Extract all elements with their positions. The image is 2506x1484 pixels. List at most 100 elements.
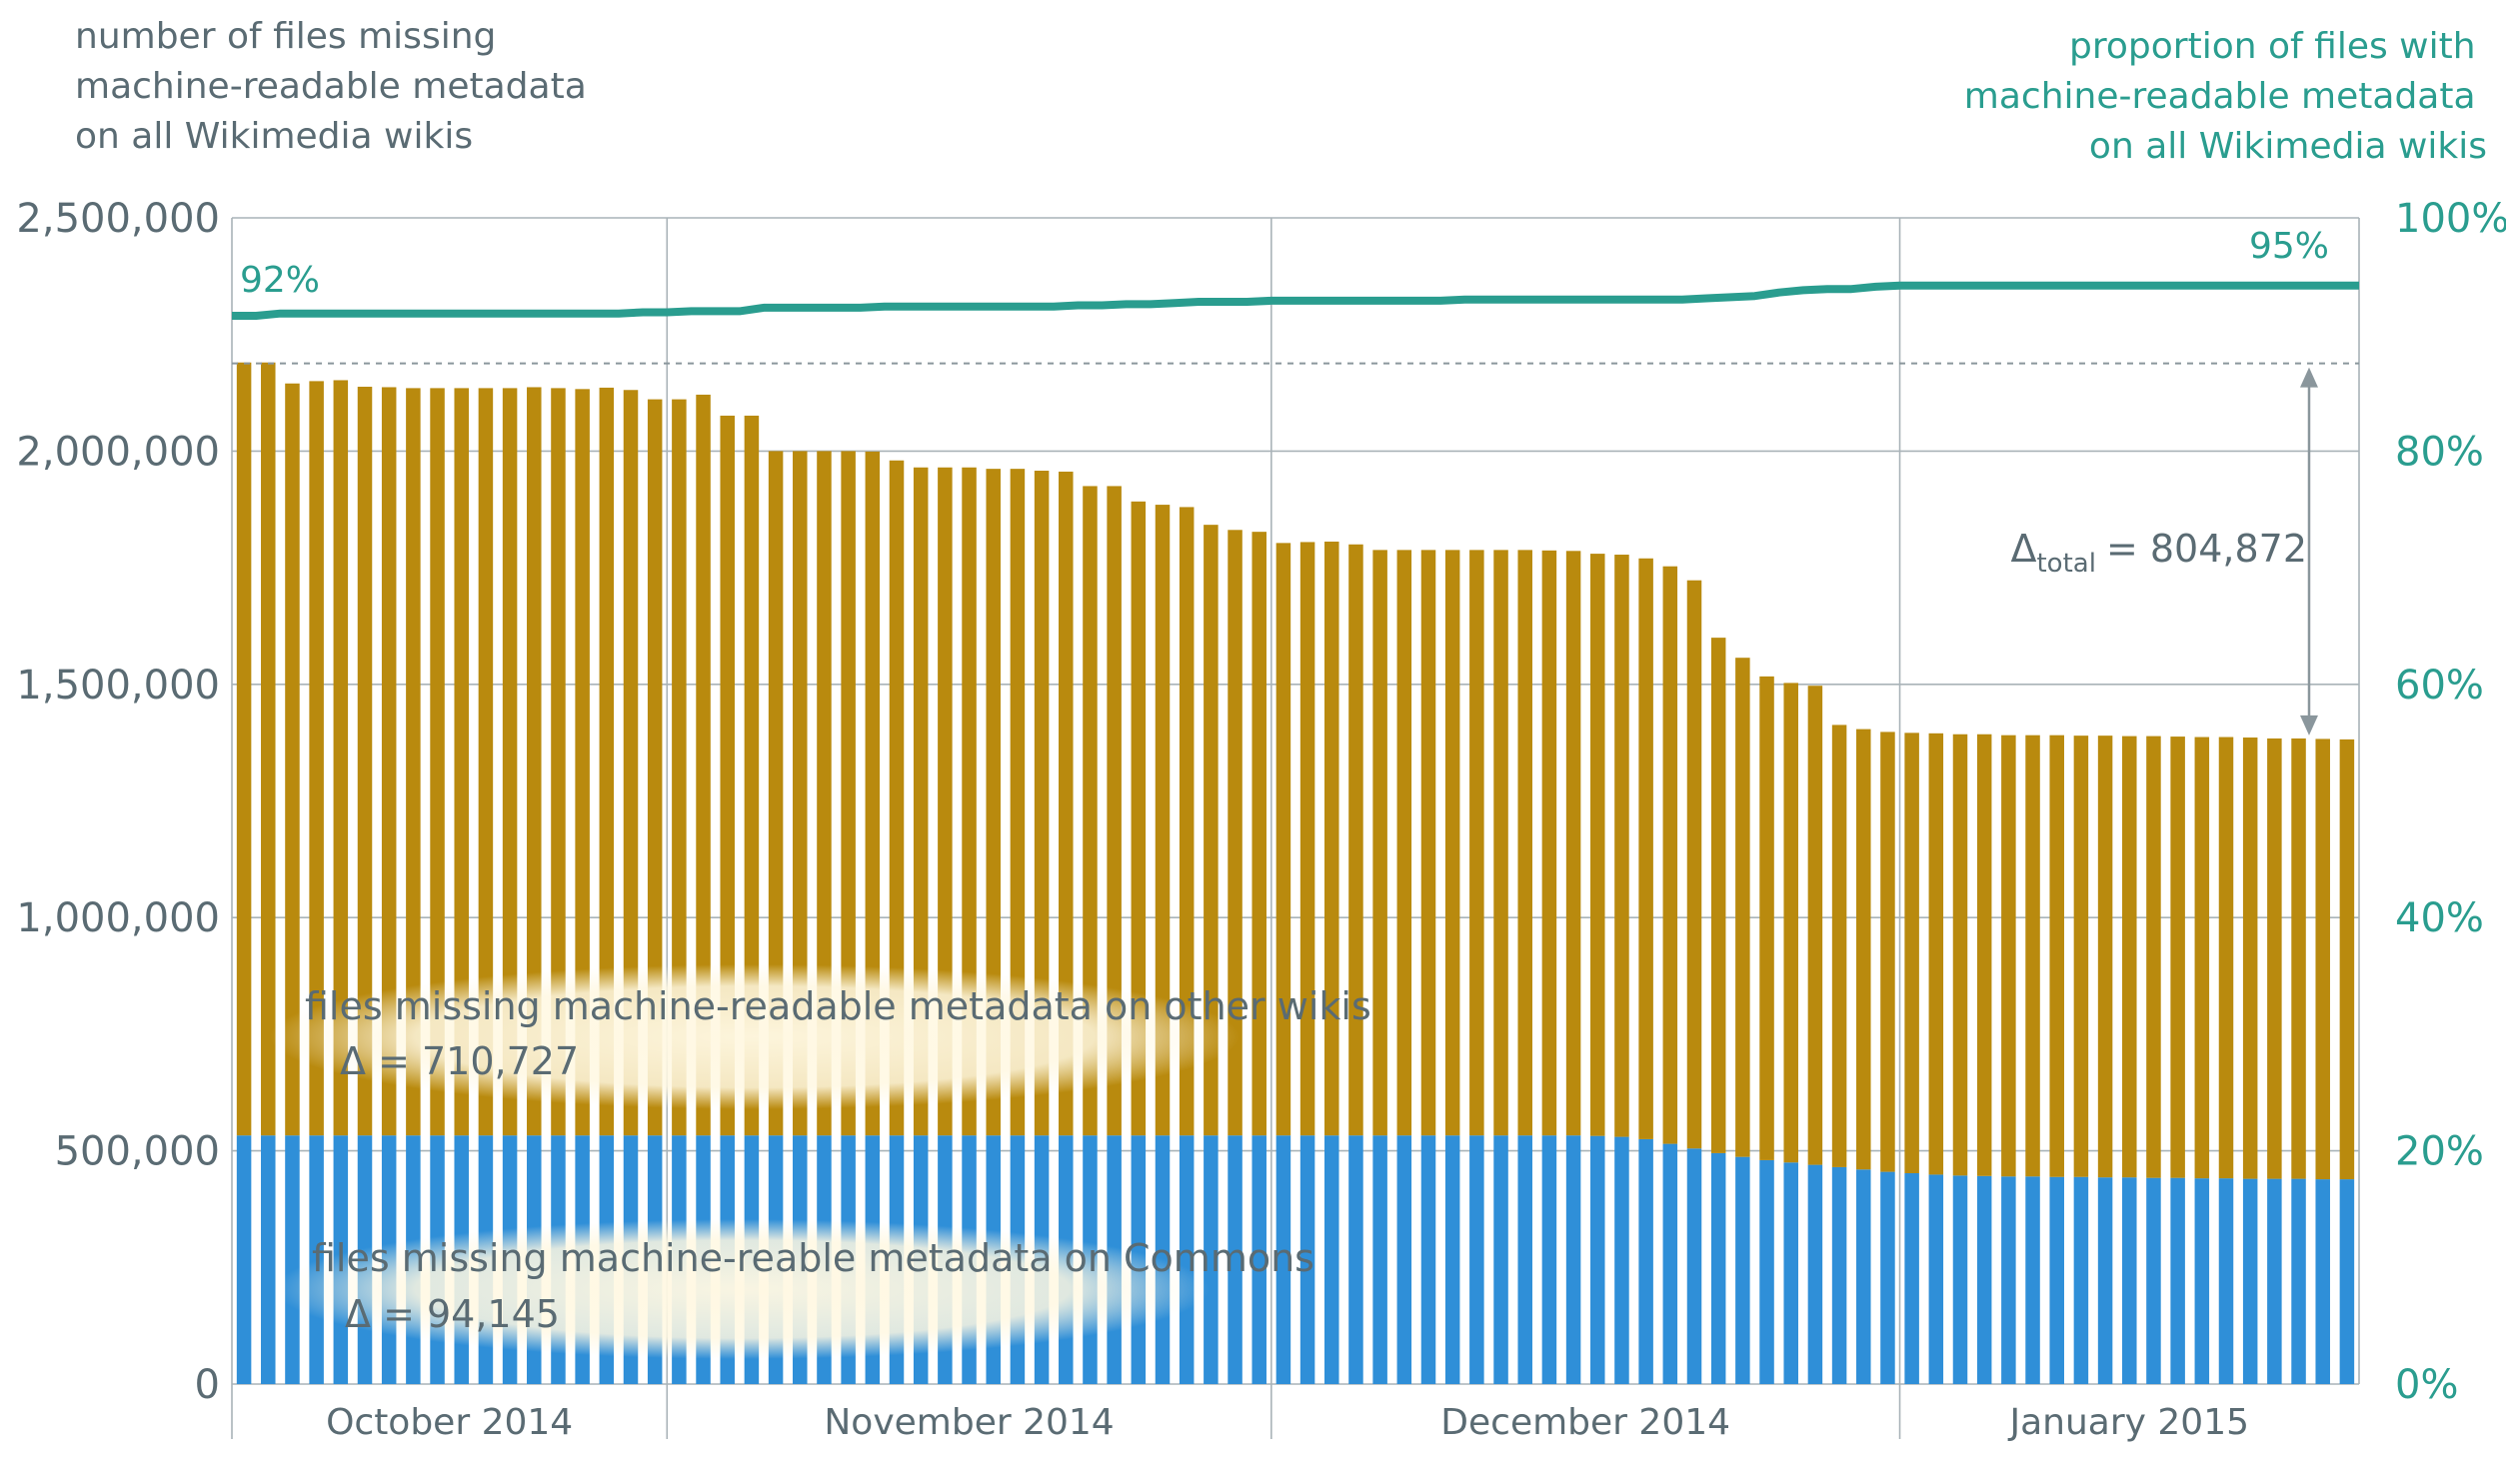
commons-bar-72 (1976, 1175, 1992, 1384)
left-axis-title: number of files missing machine-readable… (75, 16, 598, 157)
right-tick-label-0: 0% (2395, 1362, 2458, 1408)
delta-total-arrowhead-top (2300, 367, 2318, 388)
other-wikis-bar-46 (1348, 544, 1363, 1136)
delta-total-symbol: Δ (2010, 527, 2036, 571)
commons-bar-82 (2218, 1178, 2234, 1384)
other-wikis-bar-21 (744, 415, 760, 1136)
left-axis-title-line-1: number of files missing (75, 16, 496, 57)
other-wikis-bar-82 (2218, 737, 2234, 1179)
commons-bar-55 (1565, 1135, 1581, 1384)
commons-bar-41 (1228, 1135, 1243, 1384)
other-wikis-bar-9 (454, 388, 469, 1136)
other-wikis-bar-57 (1614, 555, 1629, 1137)
commons-bar-47 (1372, 1135, 1387, 1384)
left-tick-label-3: 1,500,000 (16, 663, 220, 709)
left-tick-label-1: 500,000 (55, 1129, 220, 1175)
other-wikis-bar-43 (1275, 543, 1291, 1136)
other-wikis-bar-18 (672, 399, 687, 1136)
delta-total-annotation: Δtotal = 804,872 (232, 362, 2359, 736)
other-wikis-bar-15 (599, 387, 615, 1136)
delta-total-label: Δtotal = 804,872 (2010, 527, 2307, 579)
other-wikis-bar-55 (1565, 551, 1581, 1136)
other-wikis-bar-5 (357, 386, 373, 1136)
month-label-0: October 2014 (326, 1402, 573, 1443)
other-wikis-bar-20 (720, 415, 735, 1136)
other-wikis-bar-59 (1662, 566, 1678, 1144)
other-wikis-bar-75 (2049, 735, 2064, 1177)
other-wikis-bar-79 (2146, 736, 2161, 1178)
commons-bar-52 (1493, 1135, 1508, 1384)
commons-bar-59 (1662, 1143, 1678, 1384)
other-wikis-bar-50 (1444, 550, 1460, 1136)
commons-bar-78 (2122, 1177, 2137, 1384)
right-tick-label-3: 60% (2395, 663, 2484, 709)
other-wikis-label: files missing machine-readable metadata … (305, 984, 1371, 1028)
other-wikis-bar-71 (1952, 734, 1968, 1176)
commons-bar-84 (2267, 1178, 2282, 1384)
month-label-2: December 2014 (1440, 1402, 1730, 1443)
other-wikis-bar-66 (1831, 725, 1847, 1167)
other-wikis-bar-49 (1420, 550, 1436, 1136)
commons-bar-79 (2146, 1177, 2161, 1384)
other-wikis-bar-47 (1372, 550, 1387, 1136)
other-wikis-bar-65 (1807, 686, 1823, 1165)
commons-bar-65 (1807, 1164, 1823, 1384)
commons-bar-62 (1735, 1156, 1750, 1384)
commons-label-background (275, 1219, 1210, 1359)
commons-bar-61 (1710, 1152, 1726, 1384)
commons-bar-49 (1420, 1135, 1436, 1384)
commons-bar-73 (2001, 1176, 2016, 1384)
left-tick-label-0: 0 (195, 1362, 220, 1408)
other-wikis-bar-85 (2291, 738, 2306, 1179)
commons-bar-66 (1831, 1166, 1847, 1384)
left-tick-label-5: 2,500,000 (16, 196, 220, 242)
proportion-line (232, 281, 2359, 320)
other-wikis-bar-63 (1759, 676, 1774, 1160)
other-wikis-bar-73 (2001, 735, 2016, 1177)
commons-bar-56 (1590, 1135, 1605, 1384)
other-wikis-bar-23 (793, 451, 808, 1136)
right-tick-label-2: 40% (2395, 895, 2484, 941)
commons-bar-75 (2049, 1176, 2064, 1384)
other-wikis-bar-64 (1783, 683, 1798, 1163)
left-axis-title-line-2: machine-readable metadata (75, 66, 587, 107)
left-tick-label-2: 1,000,000 (16, 895, 220, 941)
other-wikis-bar-67 (1856, 729, 1871, 1170)
commons-bar-68 (1880, 1171, 1895, 1384)
commons-bar-54 (1541, 1135, 1557, 1384)
other-wikis-bar-78 (2122, 736, 2137, 1178)
other-wikis-bar-54 (1541, 550, 1557, 1136)
commons-bar-71 (1952, 1175, 1968, 1384)
commons-bar-51 (1469, 1135, 1484, 1384)
other-wikis-bar-41 (1228, 530, 1243, 1136)
other-wikis-annotation: files missing machine-readable metadata … (270, 964, 1371, 1109)
commons-label: files missing machine-reable metadata on… (312, 1236, 1314, 1280)
other-wikis-bar-69 (1904, 733, 1919, 1174)
other-wikis-bar-10 (478, 388, 494, 1136)
other-wikis-bar-56 (1590, 554, 1605, 1136)
commons-bar-46 (1348, 1135, 1363, 1384)
commons-bar-67 (1856, 1169, 1871, 1384)
commons-bar-87 (2339, 1179, 2355, 1384)
other-wikis-bar-0 (236, 362, 252, 1136)
commons-bar-43 (1275, 1135, 1291, 1384)
commons-bar-57 (1614, 1136, 1629, 1384)
commons-bar-85 (2291, 1178, 2306, 1384)
other-wikis-bar-77 (2097, 736, 2113, 1178)
month-label-3: January 2015 (2007, 1402, 2249, 1443)
other-wikis-bar-70 (1928, 733, 1944, 1175)
delta-total-arrowhead-bottom (2300, 715, 2318, 736)
commons-bar-1 (261, 1135, 276, 1384)
other-wikis-label-background (270, 964, 1240, 1109)
start-proportion-label: 92% (240, 260, 320, 301)
right-tick-label-4: 80% (2395, 429, 2484, 475)
commons-bar-45 (1324, 1135, 1339, 1384)
right-axis-title-line-3: on all Wikimedia wikis (2089, 126, 2487, 167)
commons-bar-77 (2097, 1177, 2113, 1384)
commons-bar-42 (1252, 1135, 1266, 1384)
other-wikis-bar-84 (2267, 738, 2282, 1179)
other-wikis-bar-13 (551, 388, 566, 1136)
other-wikis-bar-4 (333, 380, 349, 1136)
other-wikis-bar-17 (647, 399, 663, 1136)
